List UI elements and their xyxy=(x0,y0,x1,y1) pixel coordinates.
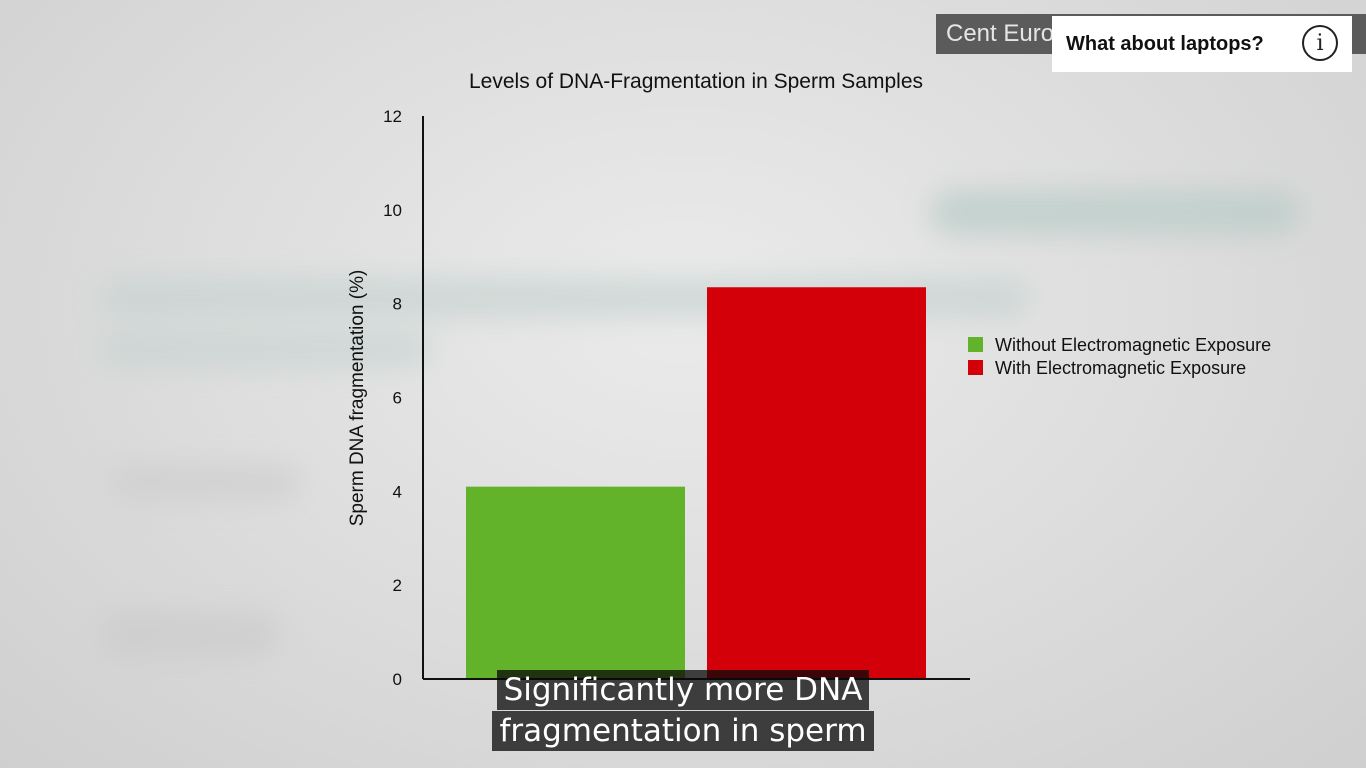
y-tick-label: 4 xyxy=(393,482,402,501)
background-blur xyxy=(110,465,300,500)
background-blur xyxy=(930,190,1300,235)
caption-line-1: Significantly more DNA xyxy=(496,670,870,710)
y-tick-label: 2 xyxy=(393,576,402,595)
y-tick-label: 0 xyxy=(393,670,402,689)
legend-label-1: Without Electromagnetic Exposure xyxy=(995,335,1271,355)
info-card[interactable]: What about laptops? i xyxy=(1052,16,1352,72)
background-blur xyxy=(100,330,430,368)
bar-1 xyxy=(466,486,685,679)
info-card-text: What about laptops? xyxy=(1066,32,1264,55)
legend-swatch-2 xyxy=(968,360,983,375)
bar-2 xyxy=(707,287,926,679)
y-tick-label: 8 xyxy=(393,295,402,314)
caption-line-2: fragmentation in sperm xyxy=(492,711,874,751)
video-caption: Significantly more DNA fragmentation in … xyxy=(0,670,1366,751)
legend-label-2: With Electromagnetic Exposure xyxy=(995,358,1246,378)
legend-swatch-1 xyxy=(968,337,983,352)
y-tick-label: 12 xyxy=(383,107,402,126)
y-tick-label: 10 xyxy=(383,201,402,220)
y-axis-label: Sperm DNA fragmentation (%) xyxy=(347,270,368,527)
chart-title: Levels of DNA-Fragmentation in Sperm Sam… xyxy=(469,70,923,93)
info-icon[interactable]: i xyxy=(1302,25,1338,61)
y-tick-label: 6 xyxy=(393,389,402,408)
background-blur xyxy=(100,612,280,657)
